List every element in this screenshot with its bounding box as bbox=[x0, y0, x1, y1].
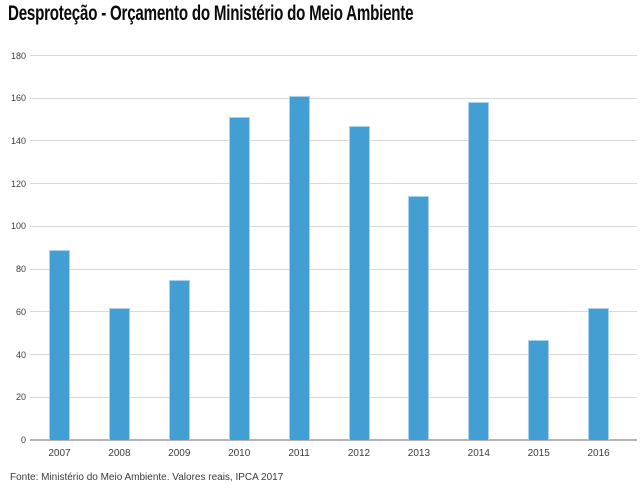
x-axis-line bbox=[30, 439, 637, 441]
bar-2015 bbox=[528, 339, 550, 440]
x-axis-label-2008: 2008 bbox=[108, 448, 131, 459]
y-axis-tick-label: 0 bbox=[20, 435, 26, 445]
y-axis-tick-label: 180 bbox=[10, 50, 26, 61]
x-axis-label-2011: 2011 bbox=[288, 448, 310, 459]
x-axis-label-2007: 2007 bbox=[48, 448, 71, 459]
bar-2013 bbox=[408, 196, 430, 440]
bar-2009 bbox=[168, 279, 190, 440]
gridline-y-160 bbox=[30, 97, 637, 99]
y-axis-tick-label: 140 bbox=[10, 135, 26, 146]
x-axis-label-2009: 2009 bbox=[168, 448, 191, 459]
gridline-y-180 bbox=[30, 55, 637, 56]
y-axis-tick-label: 120 bbox=[10, 178, 26, 189]
gridline-y-20 bbox=[30, 396, 637, 398]
gridline-y-100 bbox=[30, 225, 637, 227]
bar-2016 bbox=[588, 307, 610, 440]
y-axis-tick-label: 40 bbox=[15, 349, 26, 360]
y-axis-tick-label: 20 bbox=[15, 392, 26, 403]
x-axis-label-2016: 2016 bbox=[587, 448, 610, 459]
bar-2012 bbox=[348, 125, 370, 440]
source-note: Fonte: Ministério do Meio Ambiente. Valo… bbox=[10, 472, 284, 483]
x-axis-label-2013: 2013 bbox=[407, 448, 431, 459]
bar-2010 bbox=[228, 117, 250, 440]
x-axis-label-2012: 2012 bbox=[347, 448, 371, 459]
gridline-y-120 bbox=[30, 183, 637, 185]
chart-title: Desproteção - Orçamento do Ministério do… bbox=[8, 2, 414, 25]
y-axis-tick-label: 60 bbox=[15, 306, 26, 317]
bar-2008 bbox=[108, 307, 130, 440]
y-axis-tick-label: 80 bbox=[15, 264, 26, 275]
bar-2011 bbox=[288, 96, 310, 440]
x-axis-label-2010: 2010 bbox=[228, 448, 251, 459]
bar-chart-plot-area: 0 20 40 60 80 100 120 140 160 180 2007 2008 2009 2010… bbox=[10, 50, 637, 459]
bar-2007 bbox=[49, 249, 70, 440]
gridline-y-140 bbox=[30, 140, 637, 142]
bar-2014 bbox=[468, 102, 490, 440]
gridline-y-40 bbox=[30, 354, 637, 356]
y-axis-tick-label: 160 bbox=[10, 93, 26, 104]
gridline-y-60 bbox=[30, 311, 637, 313]
x-axis-label-2014: 2014 bbox=[467, 448, 490, 459]
x-axis-label-2015: 2015 bbox=[527, 448, 550, 459]
gridline-y-80 bbox=[30, 268, 637, 270]
y-axis-tick-label: 100 bbox=[10, 221, 26, 232]
